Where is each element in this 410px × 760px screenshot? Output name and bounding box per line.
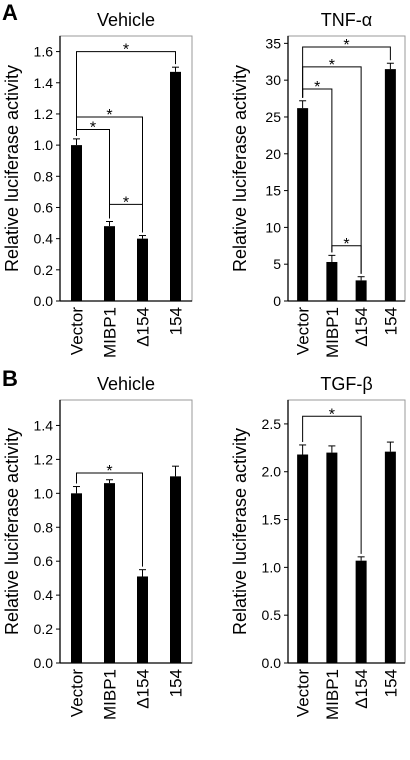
y-axis-label: Relative luciferase activity xyxy=(2,65,22,272)
significance-star: * xyxy=(314,79,320,96)
significance-bracket xyxy=(76,472,143,567)
significance-bracket xyxy=(302,88,333,253)
y-tick-label: 30 xyxy=(265,72,281,88)
bar-1 xyxy=(297,108,309,301)
significance-star: * xyxy=(123,42,129,59)
bar-4 xyxy=(384,451,396,663)
category-label: 154 xyxy=(167,669,186,697)
category-label: 154 xyxy=(381,307,400,335)
significance-bracket xyxy=(76,116,143,233)
significance-star: * xyxy=(123,194,129,211)
y-tick-label: 0.4 xyxy=(34,231,54,247)
y-tick-label: 1.0 xyxy=(34,137,54,153)
bar-3 xyxy=(355,560,367,663)
y-tick-label: 20 xyxy=(265,146,281,162)
bar-2 xyxy=(104,226,115,301)
category-label: Δ154 xyxy=(352,669,371,709)
y-tick-label: 0 xyxy=(273,293,281,309)
category-label: 154 xyxy=(167,307,186,335)
y-tick-label: 0.8 xyxy=(34,519,54,535)
category-label: MIBP1 xyxy=(323,307,342,358)
bar-4 xyxy=(170,71,181,302)
chart-4: TGF-β 0.0 0.5 1.0 1.5 2.0 2.5 Relative lucifera… xyxy=(230,374,406,720)
bar-1 xyxy=(297,454,309,663)
significance-star: * xyxy=(329,406,335,423)
category-label: Δ154 xyxy=(134,669,153,709)
panel-letter-a: A xyxy=(2,0,18,25)
significance-bracket xyxy=(331,245,362,274)
significance-star: * xyxy=(343,37,349,54)
chart-2: TNF-α 0 5 10 15 20 25 30 35 Relative luciferase a… xyxy=(230,10,406,358)
chart-title: TNF-α xyxy=(321,10,372,30)
y-tick-label: 35 xyxy=(265,35,281,51)
category-label: MIBP1 xyxy=(101,669,120,720)
chart-1: Vehicle 0.0 0.2 0.4 0.6 0.8 1.0 1.2 1.4 1.6 Relati… xyxy=(2,10,193,358)
bar-1 xyxy=(71,493,82,663)
significance-bracket xyxy=(302,66,362,274)
bar-3 xyxy=(355,280,367,301)
bar-4 xyxy=(384,69,396,301)
category-label: Vector xyxy=(294,307,313,356)
y-tick-label: 0.4 xyxy=(34,587,54,603)
y-tick-label: 25 xyxy=(265,109,281,125)
bar-4 xyxy=(170,476,181,663)
significance-bracket xyxy=(76,51,176,136)
significance-bracket xyxy=(302,415,362,554)
y-tick-label: 1.0 xyxy=(262,559,282,575)
chart-title: TGF-β xyxy=(320,374,372,394)
category-label: Δ154 xyxy=(134,307,153,347)
y-tick-label: 2.5 xyxy=(262,416,282,432)
y-tick-label: 0.0 xyxy=(262,655,282,671)
significance-star: * xyxy=(329,57,335,74)
significance-bracket xyxy=(76,129,110,219)
y-tick-label: 0.0 xyxy=(34,655,54,671)
bar-1 xyxy=(71,145,82,301)
chart-title: Vehicle xyxy=(97,10,155,30)
significance-star: * xyxy=(106,463,112,480)
y-tick-label: 0.6 xyxy=(34,553,54,569)
category-label: Vector xyxy=(294,669,313,718)
category-label: Vector xyxy=(68,669,87,718)
y-tick-label: 1.6 xyxy=(34,44,54,60)
bar-3 xyxy=(137,238,148,301)
y-tick-label: 15 xyxy=(265,183,281,199)
bar-2 xyxy=(326,261,338,301)
y-axis-label: Relative luciferase activity xyxy=(2,428,22,635)
significance-star: * xyxy=(90,120,96,137)
y-tick-label: 0.0 xyxy=(34,293,54,309)
y-tick-label: 1.4 xyxy=(34,417,54,433)
y-tick-label: 0.2 xyxy=(34,621,54,637)
panel-letter-b: B xyxy=(2,366,18,391)
category-label: Vector xyxy=(68,307,87,356)
y-tick-label: 1.2 xyxy=(34,451,54,467)
significance-star: * xyxy=(343,236,349,253)
y-tick-label: 0.5 xyxy=(262,607,282,623)
category-label: 154 xyxy=(381,669,400,697)
y-tick-label: 1.4 xyxy=(34,75,54,91)
bar-2 xyxy=(104,483,115,663)
chart-3: Vehicle 0.0 0.2 0.4 0.6 0.8 1.0 1.2 1.4 Relative … xyxy=(2,374,193,720)
category-label: MIBP1 xyxy=(101,307,120,358)
y-tick-label: 1.0 xyxy=(34,485,54,501)
y-tick-label: 5 xyxy=(273,256,281,272)
chart-title: Vehicle xyxy=(97,374,155,394)
y-axis-label: Relative luciferase activity xyxy=(230,428,250,635)
category-label: Δ154 xyxy=(352,307,371,347)
y-tick-label: 2.0 xyxy=(262,464,282,480)
category-label: MIBP1 xyxy=(323,669,342,720)
bar-2 xyxy=(326,452,338,663)
y-tick-label: 10 xyxy=(265,219,281,235)
bar-3 xyxy=(137,576,148,663)
significance-bracket xyxy=(109,203,143,233)
y-tick-label: 1.2 xyxy=(34,106,54,122)
significance-star: * xyxy=(106,107,112,124)
y-tick-label: 1.5 xyxy=(262,512,282,528)
y-tick-label: 0.8 xyxy=(34,168,54,184)
y-tick-label: 0.6 xyxy=(34,199,54,215)
y-tick-label: 0.2 xyxy=(34,262,54,278)
y-axis-label: Relative luciferase activity xyxy=(230,65,250,272)
